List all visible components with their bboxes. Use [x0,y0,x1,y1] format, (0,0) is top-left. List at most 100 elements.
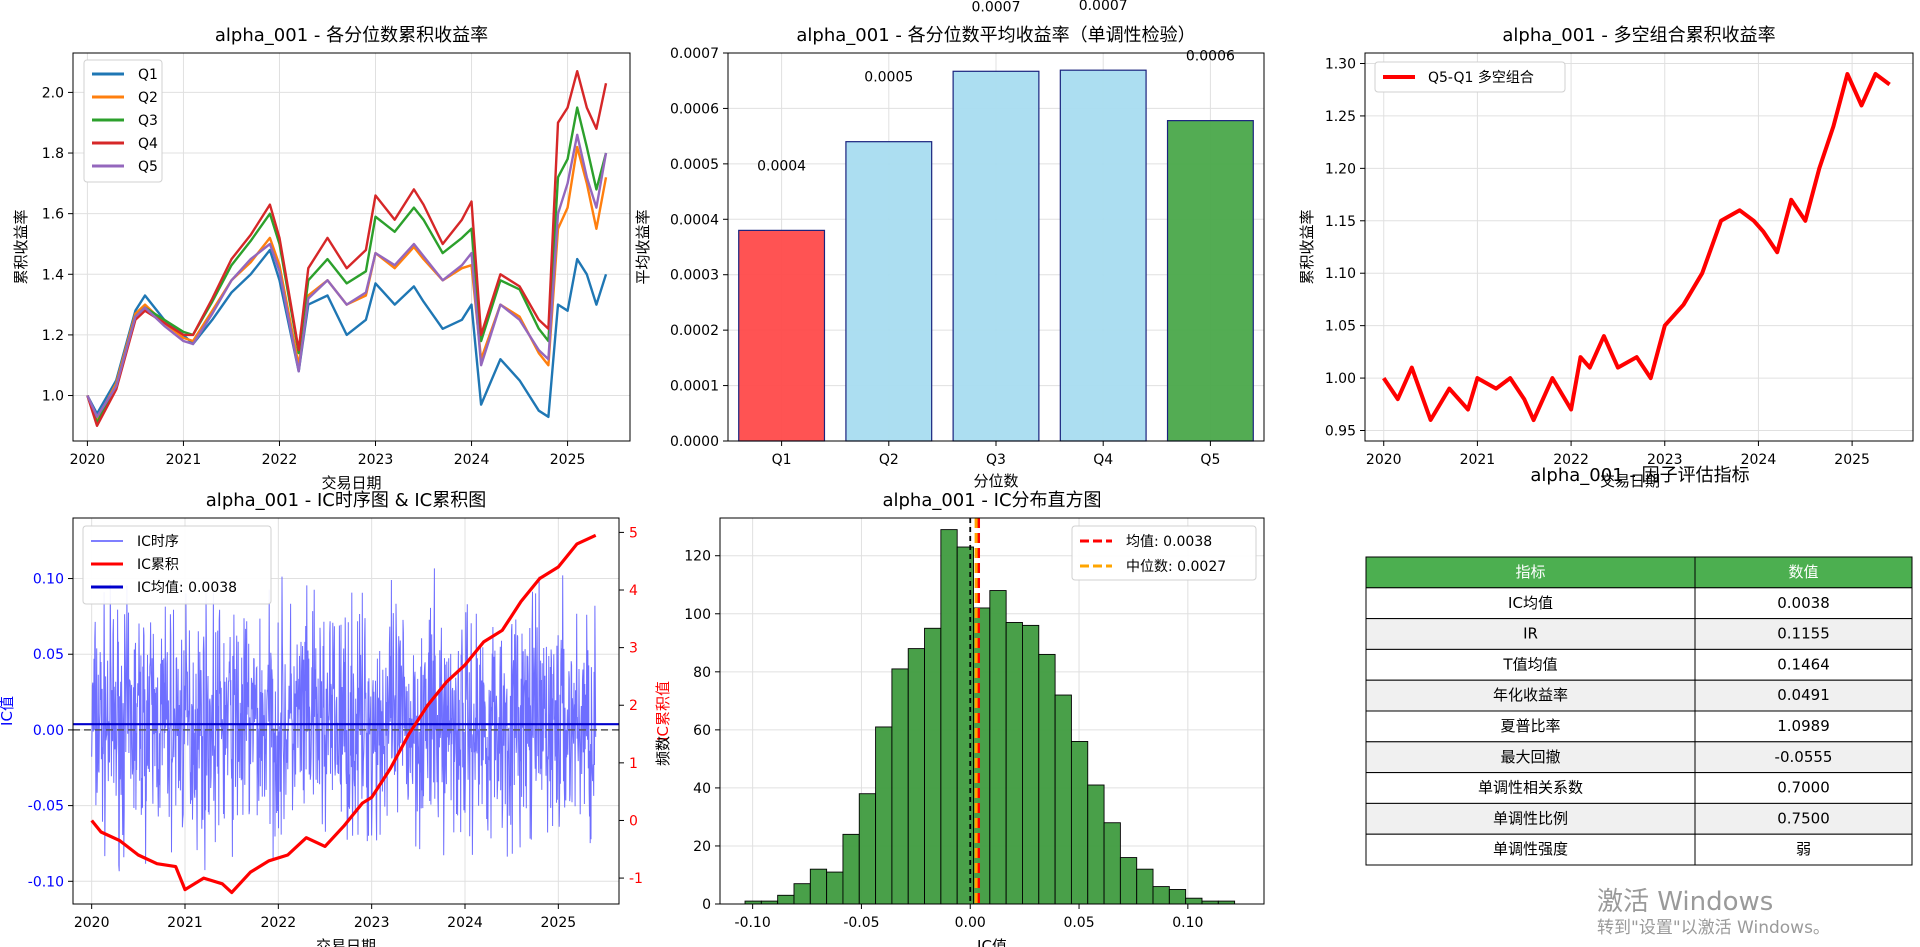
legend-box [1071,525,1257,581]
y-right-tick-label: 5 [629,525,638,541]
chart-title: alpha_001 - 各分位数平均收益率（单调性检验） [796,25,1195,46]
x-tick-label: 2023 [1647,452,1683,468]
x-tick-label: Q5 [1200,452,1220,468]
y-tick-label: 120 [684,549,711,565]
legend-label: IC均值: 0.0038 [137,580,237,596]
x-tick-label: 2025 [1834,452,1870,468]
y-tick-label: 0.0004 [670,212,719,228]
y-axis-label: 累积收益率 [1298,209,1316,284]
y-tick-label: 1.25 [1325,109,1356,125]
histogram-bin [1022,624,1040,905]
bar-data-label: 0.0004 [757,158,806,174]
x-tick-label: 0.00 [955,915,986,931]
quantile-cumulative-panel: 2020 2021 2022 2023 2024 2025 1.0 1.2 1.4 1.6 1.8 2… [12,25,631,492]
table-cell [1694,648,1913,681]
table-metric-value: 0.0038 [1777,594,1830,612]
legend-label: Q4 [138,136,158,152]
table-metric-value: 0.1464 [1777,655,1830,673]
y-axis-label: IC值 [0,696,16,726]
y-tick-label: 1.8 [42,146,64,162]
y-tick-label: 0.0002 [670,323,719,339]
x-axis-label: 交易日期 [1600,472,1660,490]
watermark-line-1: 激活 Windows [1597,887,1774,917]
histogram-bin [891,668,909,905]
x-tick-label: 2025 [541,915,577,931]
y-right-tick-label: 3 [629,641,638,657]
bar-data-label: 0.0006 [1186,49,1235,65]
bar-q4 [1059,69,1147,442]
table-metric-name: 单调性强度 [1493,840,1568,858]
x-tick-label: 0.10 [1172,915,1203,931]
y-tick-label: 1.20 [1325,161,1356,177]
axes-frame [72,517,620,905]
series-line-q3 [86,106,608,424]
series-line-long-short [1382,72,1891,422]
histogram-bin [826,871,844,905]
chart-title: alpha_001 - IC时序图 & IC累积图 [206,490,486,511]
y-tick-label: 60 [693,723,711,739]
y-tick-label: 1.10 [1325,266,1356,282]
series-line-q4 [86,69,608,427]
y-tick-label: 0.00 [33,723,64,739]
chart-title: alpha_001 - 多空组合累积收益率 [1502,25,1775,46]
y-tick-label: 1.30 [1325,56,1356,72]
x-tick-label: 0.05 [1063,915,1094,931]
y-tick-label: 0.95 [1325,424,1356,440]
x-tick-label: 2020 [1366,452,1402,468]
table-cell [1694,741,1913,774]
table-cell [1694,679,1913,712]
y-tick-label: 1.0 [42,389,64,405]
table-cell [1365,679,1696,712]
legend-box [1374,61,1566,93]
x-tick-label: 2022 [1553,452,1589,468]
bar-data-label: 0.0007 [1079,0,1128,14]
table-metric-value: 0.1155 [1777,625,1830,643]
histogram-bin [1087,784,1105,905]
x-tick-label: Q4 [1093,452,1113,468]
axes-frame [727,52,1265,442]
chart-title: alpha_001 - 各分位数累积收益率 [215,25,488,46]
legend-box [82,525,272,605]
ic-cumulative-line [90,533,597,895]
table-cell [1365,802,1696,835]
y-tick-label: 1.4 [42,267,64,283]
y-tick-label: 0.0007 [670,46,719,62]
legend-label: Q2 [138,90,158,106]
table-cell [1365,833,1696,866]
legend-label: IC时序 [137,534,179,550]
histogram-bin [1136,868,1154,905]
histogram-bin [842,833,860,905]
x-tick-label: Q1 [772,452,792,468]
legend-label: IC累积 [137,557,179,573]
ic-daily-line [91,568,597,872]
table-cell [1694,587,1913,620]
ic-series-panel: 2020 2021 2022 2023 2024 2025 -0.10 -0.05 0.00 0.… [0,490,672,947]
y-tick-label: 0 [702,897,711,913]
x-axis-label: IC值 [977,937,1007,947]
table-metric-name: 夏普比率 [1500,717,1560,735]
y-tick-label: 1.2 [42,328,64,344]
histogram-bin [1152,886,1170,905]
histogram-bin [940,529,958,905]
y-tick-label: 1.00 [1325,371,1356,387]
long-short-panel: 2020 2021 2022 2023 2024 2025 0.95 1.00 1.05 1.10… [1298,25,1914,490]
y-right-tick-label: 0 [629,813,638,829]
x-tick-label: -0.10 [735,915,771,931]
y-tick-label: 80 [693,665,711,681]
histogram-bin [809,868,828,905]
table-cell [1694,772,1913,804]
x-tick-label: 2021 [1460,452,1496,468]
histogram-bin [1103,822,1121,905]
x-tick-label: 2023 [358,452,394,468]
histogram-bin [793,883,811,905]
y-tick-label: 0.0006 [670,101,719,117]
x-tick-label: 2025 [550,452,586,468]
y-tick-label: -0.10 [28,874,64,890]
x-tick-label: 2021 [167,915,203,931]
table-header-label: 数值 [1788,563,1818,581]
histogram-bin [1005,622,1023,905]
table-cell [1694,802,1913,835]
table-metric-name: IR [1523,625,1538,643]
histogram-bin [1038,653,1056,905]
